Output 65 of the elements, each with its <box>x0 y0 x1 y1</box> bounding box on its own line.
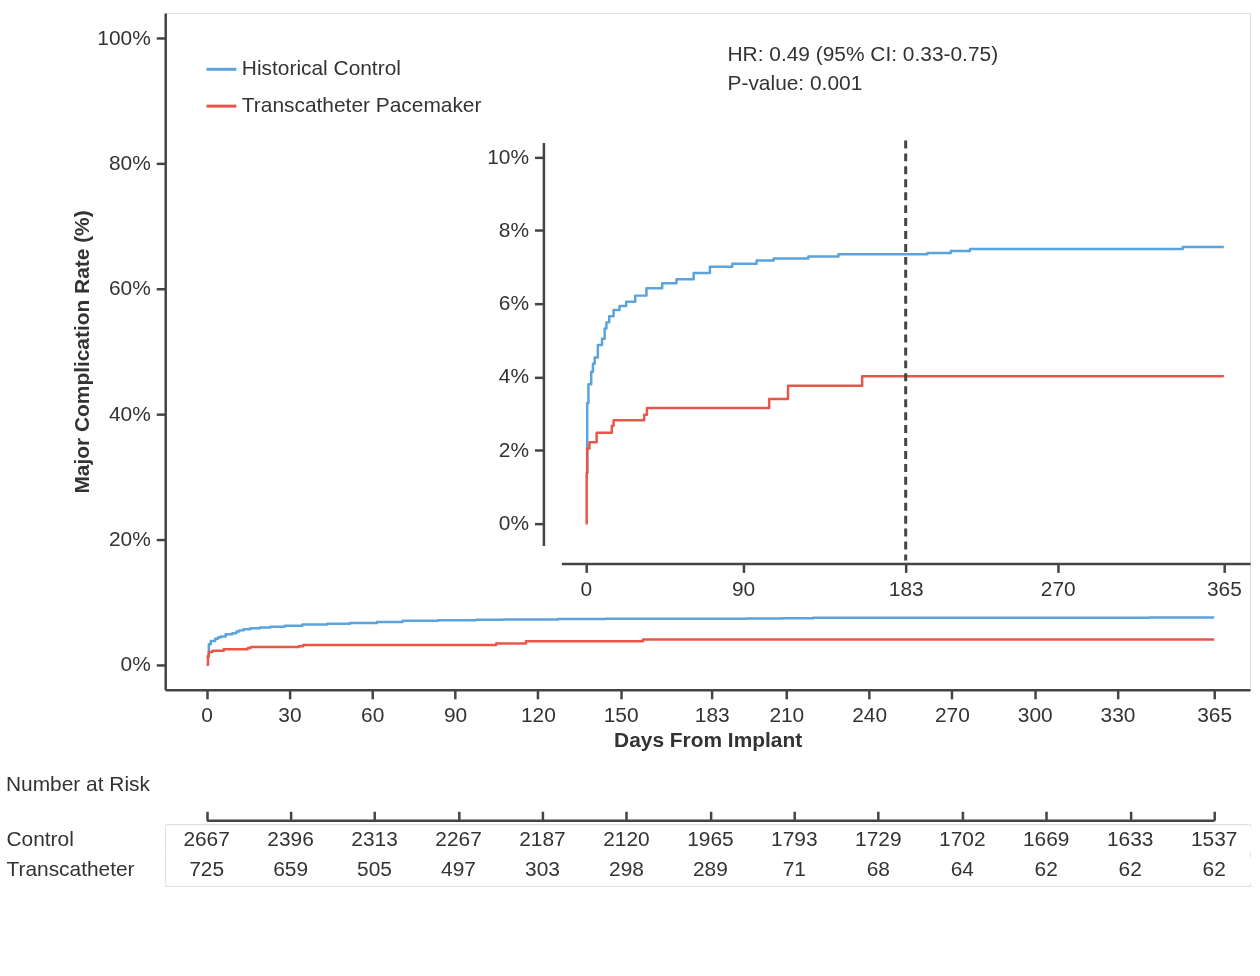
data-label: 2313 <box>351 826 398 850</box>
legend-label: Transcatheter Pacemaker <box>241 93 482 117</box>
data-label: 62 <box>1202 857 1226 881</box>
x-tick-label: 210 <box>769 703 805 727</box>
y-tick-label: 0% <box>498 511 529 535</box>
chart-title: Number at Risk <box>5 772 151 796</box>
data-label: 2120 <box>603 826 650 850</box>
data-label: 64 <box>950 857 974 881</box>
y-tick-label: 6% <box>498 291 529 315</box>
x-tick-label: 183 <box>694 703 730 727</box>
x-tick-label: 30 <box>278 703 302 727</box>
x-tick-label: 330 <box>1100 703 1136 727</box>
y-tick-label: 8% <box>498 217 529 241</box>
y-tick-label: 40% <box>108 401 151 425</box>
data-label: 1729 <box>855 826 902 850</box>
data-label: 1965 <box>687 826 734 850</box>
y-tick-label: 80% <box>108 150 151 174</box>
x-tick-label: 183 <box>888 576 924 600</box>
annotation: HR: 0.49 (95% CI: 0.33-0.75) <box>727 41 999 65</box>
x-tick-label: 0 <box>201 703 213 727</box>
data-label: 2667 <box>183 826 230 850</box>
x-tick-label: 270 <box>934 703 970 727</box>
x-tick-label: 90 <box>443 703 468 727</box>
y-tick-label: 20% <box>108 526 151 550</box>
x-tick-label: 365 <box>1206 576 1242 600</box>
x-tick-label: 0 <box>580 576 593 600</box>
legend-label: Historical Control <box>241 56 401 80</box>
y-axis-title: Major Complication Rate (%) <box>70 210 94 494</box>
data-label: 505 <box>357 857 392 881</box>
x-tick-label: 300 <box>1017 703 1053 727</box>
y-tick-label: Control <box>6 826 74 850</box>
x-tick-label: 240 <box>852 703 888 727</box>
y-tick-label: 0% <box>120 652 151 676</box>
x-tick-label: 120 <box>520 703 556 727</box>
x-tick-label: 365 <box>1197 703 1233 727</box>
data-label: 2267 <box>435 826 482 850</box>
data-label: 497 <box>441 857 476 881</box>
y-tick-label: 60% <box>108 276 151 300</box>
data-label: 62 <box>1118 857 1142 881</box>
data-label: 659 <box>273 857 309 881</box>
y-tick-label: 100% <box>97 25 151 49</box>
data-label: 68 <box>866 857 890 881</box>
y-tick-label: 2% <box>498 437 529 461</box>
data-label: 1633 <box>1106 826 1154 850</box>
x-tick-label: 90 <box>731 576 756 600</box>
data-label: 1702 <box>939 826 986 850</box>
data-label: 62 <box>1034 857 1058 881</box>
y-tick-label: Transcatheter <box>6 857 135 881</box>
data-label: 2396 <box>267 826 314 850</box>
data-label: 1793 <box>771 826 818 850</box>
data-label: 71 <box>782 857 806 881</box>
x-tick-label: 150 <box>603 703 639 727</box>
data-label: 303 <box>525 857 560 881</box>
data-label: 298 <box>609 857 644 881</box>
x-axis-title: Days From Implant <box>614 728 803 752</box>
data-label: 2187 <box>519 826 566 850</box>
x-tick-label: 270 <box>1040 576 1076 600</box>
data-label: 1537 <box>1190 826 1238 850</box>
y-tick-label: 4% <box>498 364 529 388</box>
data-label: 725 <box>189 857 225 881</box>
annotation: P-value: 0.001 <box>727 70 863 94</box>
y-tick-label: 10% <box>487 144 529 168</box>
data-label: 289 <box>692 857 728 881</box>
data-label: 1669 <box>1023 826 1070 850</box>
x-tick-label: 60 <box>361 703 385 727</box>
